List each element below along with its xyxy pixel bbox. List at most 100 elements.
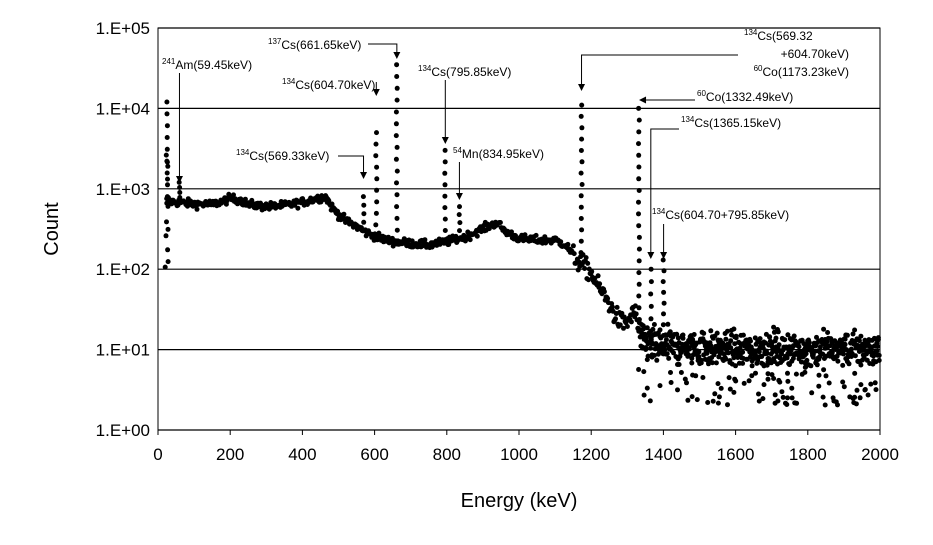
data-point <box>636 281 642 287</box>
data-point <box>578 238 584 244</box>
data-point <box>796 344 802 350</box>
data-point <box>651 322 657 327</box>
data-point <box>691 332 697 337</box>
data-point <box>636 117 642 123</box>
data-point <box>817 344 823 350</box>
y-axis-title: Count <box>41 202 63 256</box>
data-point <box>810 354 816 360</box>
data-point <box>374 234 379 239</box>
data-point <box>578 250 584 256</box>
data-point <box>791 333 797 339</box>
data-point <box>816 383 822 389</box>
data-point <box>589 269 595 274</box>
data-point <box>393 121 399 127</box>
data-point <box>872 380 878 386</box>
data-point <box>394 144 400 150</box>
data-point <box>636 211 641 217</box>
data-point <box>636 152 642 158</box>
peak-label: 134Cs(1365.15keV) <box>681 115 781 130</box>
data-point <box>726 375 732 381</box>
data-point <box>361 202 367 208</box>
data-point <box>586 277 591 283</box>
data-point <box>706 361 711 367</box>
data-point <box>571 251 577 257</box>
data-point <box>723 336 729 342</box>
data-point <box>578 193 584 199</box>
tick-labels: 1.E+00 1.E+01 1.E+02 1.E+03 1.E+04 1.E+05 0 200… <box>96 19 899 464</box>
data-point <box>595 273 601 279</box>
data-point <box>771 324 777 330</box>
data-point <box>784 402 790 407</box>
data-point <box>597 281 603 287</box>
data-point <box>749 363 755 369</box>
data-point <box>583 255 589 261</box>
data-point <box>394 180 399 186</box>
data-point <box>862 387 868 392</box>
data-point <box>165 182 170 188</box>
data-point <box>809 390 815 396</box>
data-point <box>613 316 618 322</box>
data-point <box>764 351 770 356</box>
data-point <box>792 400 798 406</box>
data-point <box>165 259 171 265</box>
data-point <box>394 168 400 174</box>
data-point <box>442 239 448 245</box>
data-point <box>654 357 660 363</box>
x-tick-label: 400 <box>288 445 316 464</box>
data-point <box>835 358 841 364</box>
data-point <box>873 387 879 393</box>
data-point <box>874 348 880 354</box>
data-point <box>456 236 462 241</box>
data-point <box>841 351 846 357</box>
data-point <box>767 334 773 340</box>
data-point <box>756 349 762 355</box>
data-point <box>746 378 752 384</box>
data-point <box>648 303 654 309</box>
x-tick-label: 1000 <box>500 445 538 464</box>
data-point <box>822 402 828 408</box>
x-tick-label: 1800 <box>789 445 827 464</box>
data-point <box>164 170 170 176</box>
data-point <box>857 395 863 401</box>
data-point <box>716 394 722 400</box>
data-point <box>163 233 169 239</box>
data-point <box>765 371 771 377</box>
data-point <box>844 332 850 338</box>
data-point <box>648 341 654 347</box>
peak-label: 54Mn(834.95keV) <box>453 146 544 161</box>
data-point <box>624 324 630 329</box>
data-point <box>394 74 400 79</box>
data-point <box>740 349 746 355</box>
data-point <box>579 125 585 131</box>
data-point <box>771 376 777 381</box>
data-point <box>329 201 335 207</box>
x-tick-label: 0 <box>153 445 162 464</box>
data-point <box>727 358 733 364</box>
data-point <box>779 351 784 357</box>
data-point <box>700 375 706 380</box>
data-point <box>474 233 480 239</box>
data-point <box>394 192 400 198</box>
data-point <box>394 215 400 221</box>
data-point <box>636 105 642 111</box>
data-point <box>723 356 729 362</box>
data-point <box>865 392 871 398</box>
data-point <box>176 200 182 206</box>
data-point <box>601 289 607 295</box>
data-point <box>667 329 673 335</box>
data-point <box>651 352 657 358</box>
gridlines <box>158 27 880 431</box>
data-point <box>775 329 781 335</box>
data-point <box>164 146 170 152</box>
data-point <box>393 156 399 162</box>
data-point <box>579 227 585 233</box>
data-point <box>789 385 795 391</box>
data-point <box>825 330 831 335</box>
data-point <box>177 190 183 195</box>
data-point <box>675 387 680 393</box>
data-point <box>671 350 676 356</box>
data-point <box>643 347 649 352</box>
data-point <box>374 130 379 136</box>
data-point <box>664 351 670 357</box>
